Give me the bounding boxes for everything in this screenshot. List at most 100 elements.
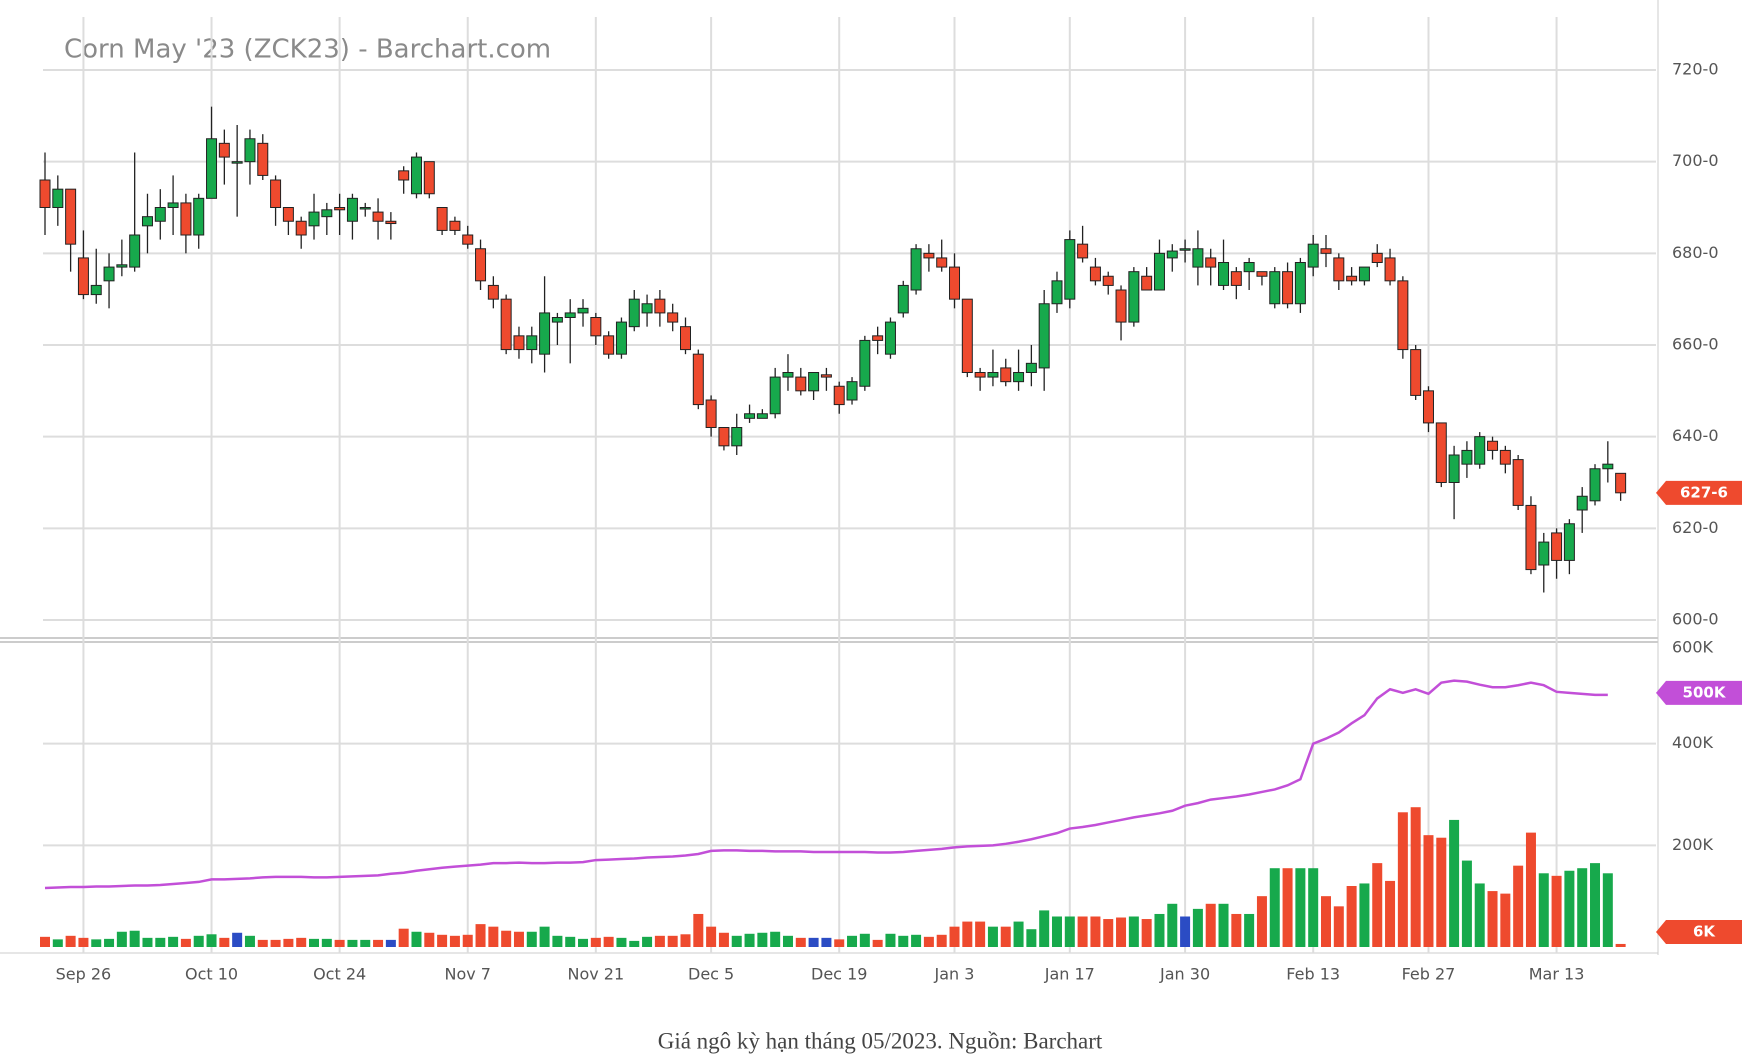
last-volume-label: 6K [1693, 922, 1716, 940]
volume-bar [142, 937, 153, 947]
last-price-flag [1656, 480, 1742, 505]
volume-bar [1244, 913, 1255, 947]
candle-body [1218, 262, 1230, 286]
volume-bar [360, 939, 371, 947]
candle-body [167, 202, 179, 209]
volume-bar [206, 934, 217, 947]
candle-body [680, 326, 691, 351]
candle-body [1077, 243, 1089, 259]
volume-bar [129, 930, 140, 947]
candle-body [1230, 271, 1242, 286]
volume-bar [232, 932, 243, 947]
volume-bar [373, 939, 384, 947]
candle-body [475, 248, 487, 282]
candle-body [1153, 252, 1165, 291]
candle-body [936, 257, 948, 268]
candle-body [372, 211, 384, 222]
candle-body [551, 317, 563, 323]
volume-tick-label: 400K [1672, 733, 1714, 752]
volume-bar [257, 939, 268, 947]
volume-bar [667, 935, 678, 947]
volume-bar [552, 935, 563, 947]
candle-body [654, 298, 666, 314]
candle-body [1461, 449, 1473, 465]
volume-bar [949, 926, 960, 947]
candle-body [90, 284, 102, 296]
volume-bar [821, 937, 832, 947]
candle-body [1422, 390, 1434, 424]
candle-body [628, 298, 640, 328]
candle-body [257, 142, 269, 176]
candle-body [564, 312, 576, 318]
volume-bar [1077, 916, 1088, 947]
y-tick-label: 700-0 [1672, 151, 1719, 170]
candle-body [1128, 271, 1140, 323]
candle-body [65, 188, 77, 245]
x-tick-label: Jan 3 [934, 965, 975, 984]
candle-body [692, 353, 704, 406]
x-tick-label: Oct 10 [185, 965, 238, 984]
candle-body [526, 335, 538, 351]
candle-body [961, 298, 973, 373]
y-tick-label: 640-0 [1672, 426, 1719, 445]
volume-bar [219, 937, 230, 947]
candle-body [295, 220, 307, 236]
volume-bar [936, 934, 947, 947]
candle-body [1487, 440, 1499, 451]
x-tick-label: Jan 30 [1159, 965, 1210, 984]
volume-bar [1128, 916, 1139, 947]
volume-bar [437, 934, 448, 947]
candle-body [1448, 454, 1460, 483]
volume-bar [1308, 868, 1319, 947]
volume-tick-label: 600K [1672, 638, 1714, 657]
volume-bar [411, 931, 422, 947]
candle-body [321, 209, 333, 218]
volume-bar [1359, 883, 1370, 947]
volume-tick-label: 200K [1672, 835, 1714, 854]
volume-bar [424, 932, 435, 947]
candle-body [1269, 271, 1281, 305]
volume-bar [654, 935, 665, 947]
volume-bar [501, 930, 512, 947]
open-interest-label: 500K [1683, 683, 1727, 701]
candle-body [1307, 243, 1319, 268]
volume-bar [898, 935, 909, 947]
volume-bar [1333, 906, 1344, 947]
volume-bar [847, 935, 858, 947]
candle-body [987, 372, 999, 378]
candle-body [1205, 257, 1217, 268]
volume-bar [987, 926, 998, 947]
volume-bar [1372, 863, 1383, 947]
volume-bar [168, 936, 179, 947]
candle-body [398, 170, 410, 181]
candle-body [1089, 266, 1101, 282]
candle-body [1000, 367, 1012, 383]
candle-body [1538, 541, 1550, 566]
volume-bar [731, 935, 742, 947]
y-tick-label: 680-0 [1672, 243, 1719, 262]
volume-bar [1141, 919, 1152, 947]
volume-bar [1090, 916, 1101, 947]
candle-body [1282, 271, 1294, 305]
volume-bar [513, 931, 524, 947]
volume-bar [462, 934, 473, 947]
x-tick-label: Jan 17 [1044, 965, 1095, 984]
candle-body [705, 399, 717, 428]
volume-bar [1064, 916, 1075, 947]
volume-bar [1231, 913, 1242, 947]
open-interest-line [44, 679, 1608, 890]
candle-body [77, 257, 89, 296]
y-tick-label: 620-0 [1672, 518, 1719, 537]
candle-body [116, 264, 128, 268]
volume-bar [1590, 863, 1601, 947]
volume-bar [91, 939, 102, 947]
candle-body [846, 381, 858, 401]
volume-bar [1256, 896, 1267, 947]
volume-bar [1410, 807, 1421, 947]
volume-bar [1615, 943, 1626, 947]
volume-bar [526, 931, 537, 947]
candle-body [385, 220, 397, 225]
volume-bar [180, 938, 191, 947]
volume-bar [808, 937, 819, 947]
volume-bar [40, 936, 50, 947]
